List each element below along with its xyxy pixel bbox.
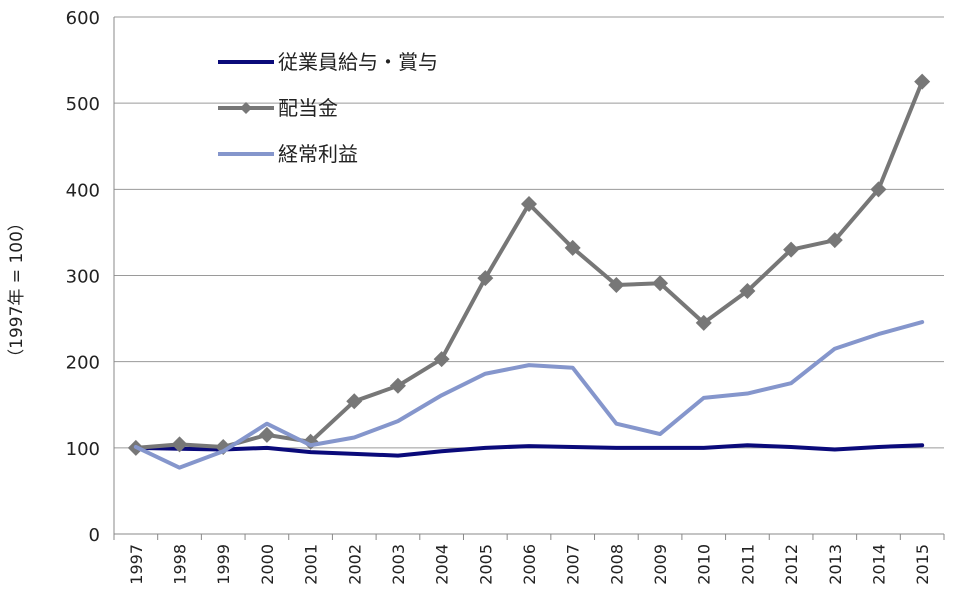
y-tick-label: 100 bbox=[66, 439, 100, 460]
legend-label: 経常利益 bbox=[278, 142, 358, 166]
data-point bbox=[433, 351, 450, 368]
data-point bbox=[870, 181, 887, 198]
legend-item: 従業員給与・賞与 bbox=[218, 50, 438, 74]
x-tick-label: 2008 bbox=[607, 544, 626, 585]
legend-marker bbox=[240, 102, 252, 114]
x-tick-label: 2004 bbox=[433, 544, 452, 585]
series-1 bbox=[133, 443, 925, 458]
x-tick-label: 2000 bbox=[258, 544, 277, 585]
legend-item: 配当金 bbox=[218, 96, 338, 120]
data-point bbox=[914, 73, 931, 90]
data-point bbox=[608, 276, 625, 293]
data-point bbox=[564, 239, 581, 256]
x-tick-label: 2001 bbox=[302, 544, 321, 585]
x-tick-label: 2012 bbox=[782, 544, 801, 585]
data-point bbox=[258, 426, 275, 443]
x-tick-label: 2014 bbox=[869, 544, 888, 585]
x-tick-label: 2011 bbox=[738, 544, 757, 585]
y-axis-label: （1997年 = 100） bbox=[7, 214, 27, 366]
legend-item: 経常利益 bbox=[218, 142, 358, 166]
x-tick-label: 2002 bbox=[345, 544, 364, 585]
y-tick-label: 300 bbox=[66, 267, 100, 288]
x-tick-label: 2015 bbox=[913, 544, 932, 585]
x-tick-label: 2009 bbox=[651, 544, 670, 585]
y-tick-label: 0 bbox=[89, 525, 100, 546]
data-point bbox=[477, 270, 494, 287]
data-point bbox=[739, 283, 756, 300]
series-line bbox=[133, 79, 925, 450]
x-tick-label: 2006 bbox=[520, 544, 539, 585]
data-point bbox=[826, 232, 843, 249]
x-tick-label: 1997 bbox=[127, 544, 146, 585]
data-point bbox=[652, 275, 669, 292]
data-point bbox=[171, 436, 188, 453]
x-tick-label: 2005 bbox=[476, 544, 495, 585]
x-tick-label: 2013 bbox=[826, 544, 845, 585]
series-2 bbox=[127, 73, 931, 456]
data-point bbox=[783, 241, 800, 258]
y-tick-label: 400 bbox=[66, 180, 100, 201]
y-tick-labels: 0 100 200 300 400 500 600 bbox=[66, 8, 100, 546]
series-layer bbox=[127, 73, 931, 470]
data-point bbox=[695, 314, 712, 331]
x-tick-labels: 1997 1998 1999 2000 2001 2002 2003 2004 2005 2006… bbox=[113, 534, 945, 585]
data-point bbox=[389, 377, 406, 394]
legend-label: 配当金 bbox=[278, 96, 338, 120]
legend-label: 従業員給与・賞与 bbox=[278, 50, 438, 74]
data-point bbox=[346, 393, 363, 410]
x-tick-label: 2003 bbox=[389, 544, 408, 585]
data-point bbox=[521, 195, 537, 212]
series-line bbox=[133, 320, 925, 470]
gridlines bbox=[114, 16, 944, 449]
series-3 bbox=[133, 320, 925, 470]
x-tick-label: 1998 bbox=[171, 544, 190, 585]
y-tick-label: 600 bbox=[66, 8, 100, 29]
y-tick-label: 200 bbox=[66, 353, 100, 374]
y-tick-label: 500 bbox=[66, 94, 100, 115]
x-tick-label: 2007 bbox=[564, 544, 583, 585]
series-line bbox=[133, 443, 925, 458]
x-tick-label: 1999 bbox=[214, 544, 233, 585]
x-tick-label: 2010 bbox=[695, 544, 714, 585]
